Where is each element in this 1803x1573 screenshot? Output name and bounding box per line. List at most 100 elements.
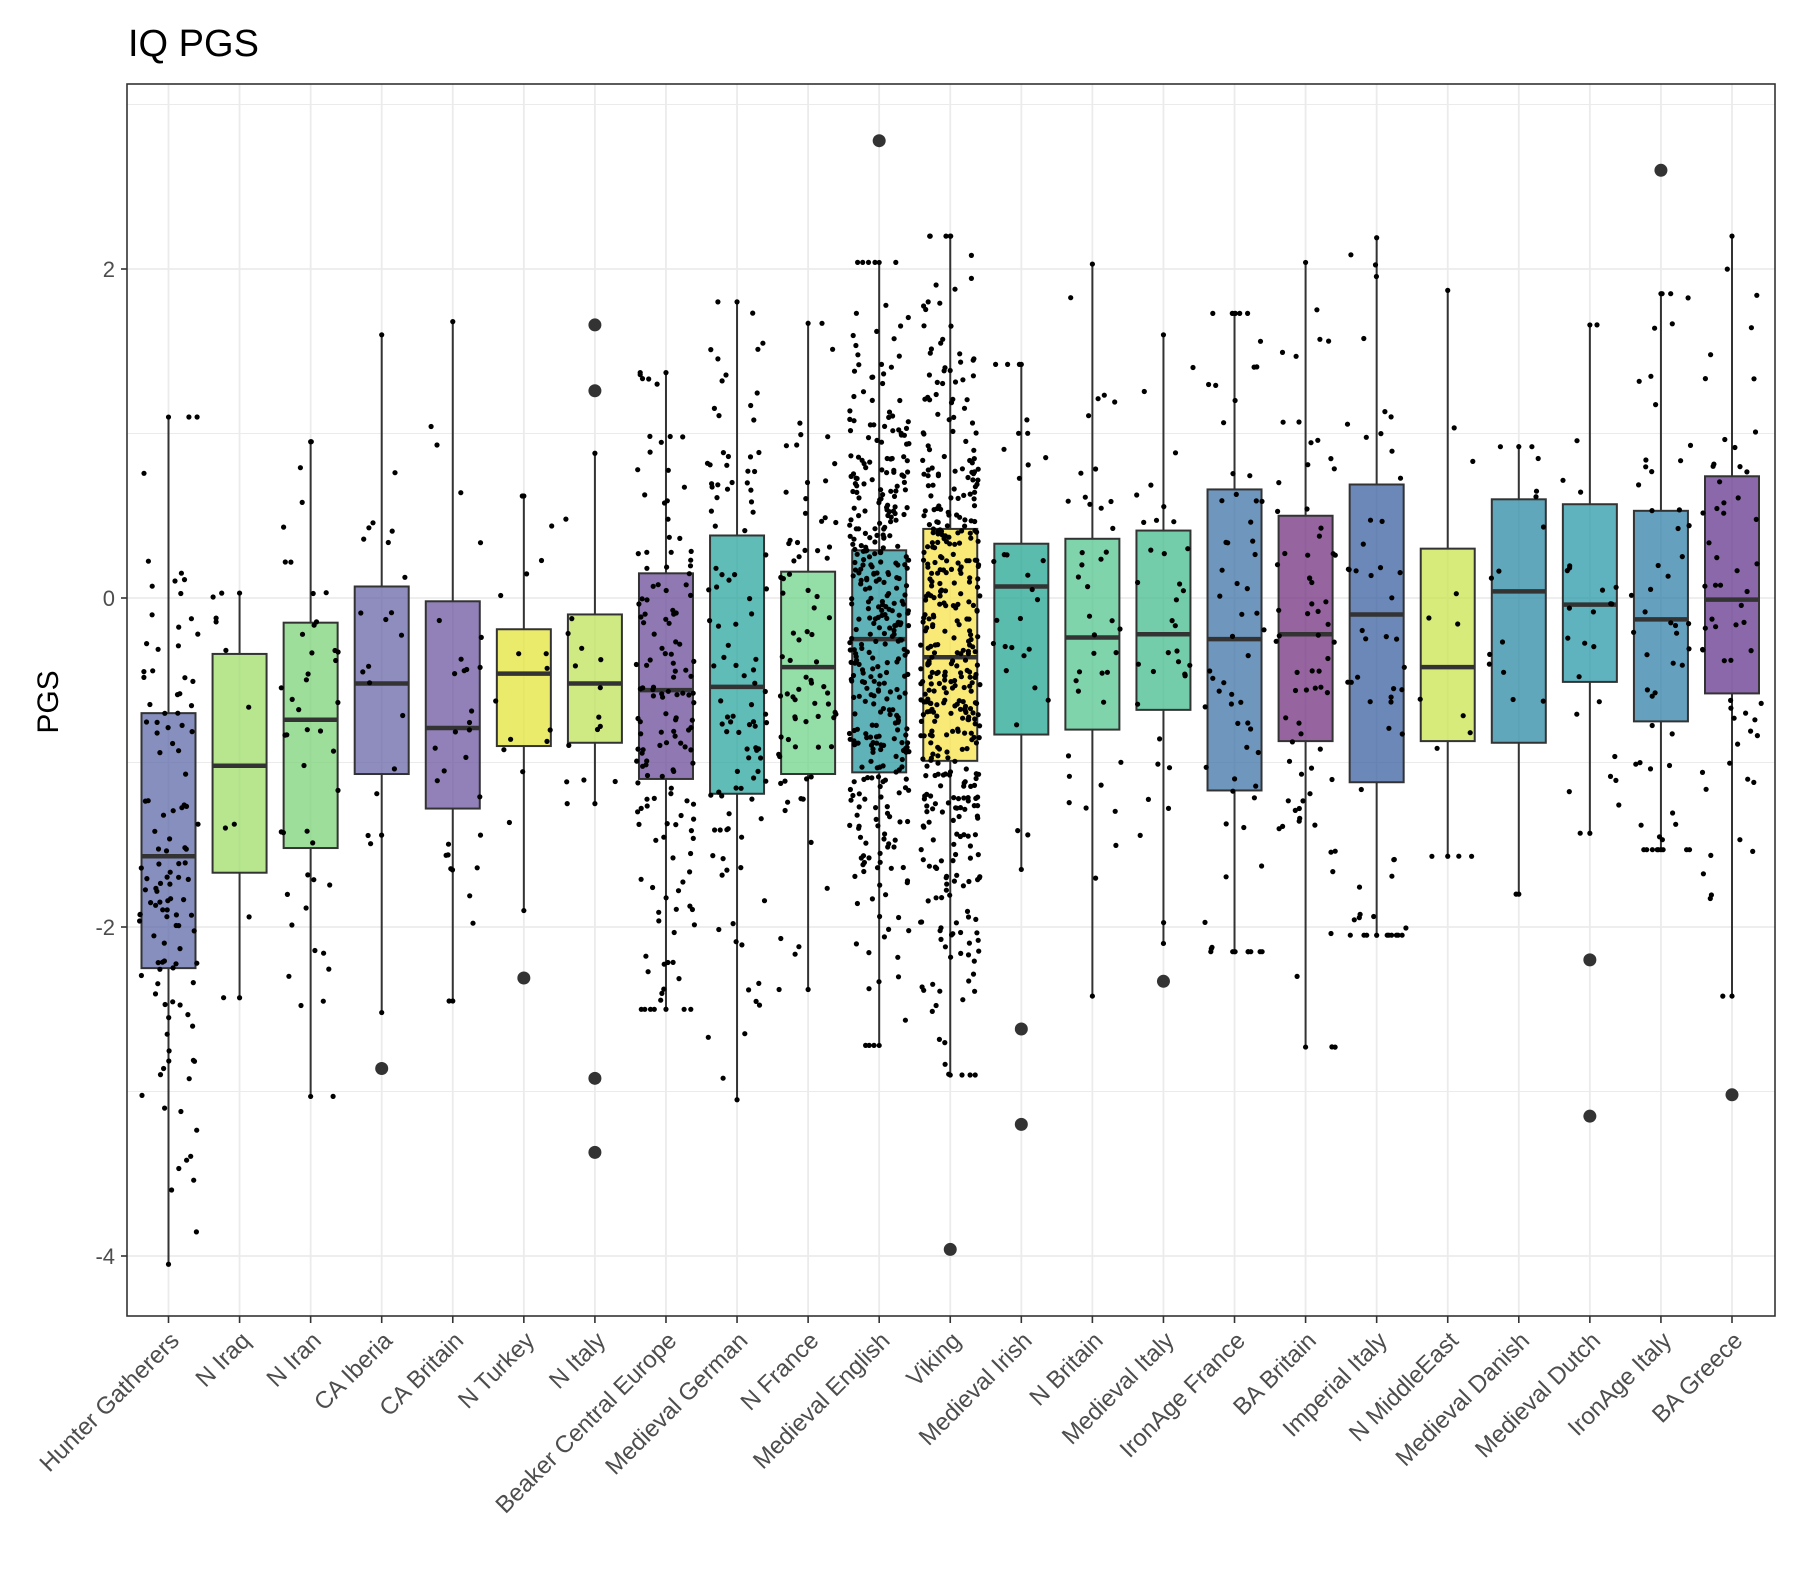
data-point	[1679, 662, 1685, 668]
data-point	[855, 259, 861, 265]
data-point	[847, 522, 853, 528]
data-point	[952, 683, 958, 689]
data-point	[189, 729, 195, 735]
data-point	[1307, 575, 1313, 581]
data-point	[635, 715, 641, 722]
data-point	[872, 259, 878, 265]
data-point	[1075, 688, 1081, 694]
data-point	[1237, 310, 1243, 316]
data-point	[904, 878, 911, 884]
data-point	[886, 707, 893, 713]
data-point	[850, 792, 856, 799]
data-point	[1486, 661, 1492, 667]
data-point	[895, 714, 901, 721]
data-point	[1276, 607, 1282, 613]
data-point	[1109, 618, 1115, 624]
data-point	[194, 414, 200, 420]
data-point	[1329, 776, 1335, 783]
data-point	[193, 1229, 199, 1235]
data-point	[903, 583, 910, 589]
data-point	[304, 828, 310, 834]
data-point	[866, 554, 873, 560]
data-point	[1241, 824, 1247, 831]
data-point	[1389, 595, 1395, 601]
data-point	[728, 719, 734, 725]
data-point	[1594, 322, 1600, 328]
chart-title: IQ PGS	[128, 23, 259, 65]
data-point	[881, 579, 887, 586]
data-point	[868, 595, 874, 601]
data-point	[779, 654, 785, 660]
data-point	[167, 869, 173, 875]
data-point	[924, 791, 930, 798]
data-point	[856, 526, 862, 532]
box-iqr	[211, 652, 268, 874]
data-point	[516, 651, 522, 657]
data-point	[1388, 414, 1394, 420]
data-point	[645, 969, 651, 975]
data-point	[951, 841, 957, 847]
data-point	[165, 1261, 172, 1267]
data-point	[1699, 769, 1706, 776]
data-point	[850, 573, 856, 579]
data-point	[1315, 608, 1321, 615]
data-point	[974, 930, 980, 936]
data-point	[1391, 857, 1397, 863]
data-point	[890, 508, 897, 514]
data-point	[1560, 477, 1566, 483]
data-point	[961, 492, 967, 498]
data-point	[1314, 307, 1320, 313]
data-point	[1018, 866, 1024, 873]
data-point	[974, 557, 980, 564]
data-point	[959, 746, 965, 752]
data-point	[756, 746, 762, 752]
data-point	[150, 668, 156, 674]
data-point	[246, 914, 252, 920]
data-point	[683, 582, 689, 588]
data-point	[805, 986, 811, 993]
data-point	[899, 472, 905, 478]
data-point	[667, 433, 673, 440]
data-point	[1325, 655, 1331, 662]
data-point	[1229, 691, 1235, 697]
data-point	[1248, 519, 1254, 525]
data-point	[862, 698, 868, 704]
data-point	[962, 657, 969, 663]
data-point	[296, 707, 302, 713]
data-point	[936, 1036, 943, 1042]
data-point	[1101, 699, 1107, 705]
data-point	[887, 689, 894, 695]
data-point	[847, 533, 853, 539]
data-point	[716, 926, 722, 933]
data-point	[785, 799, 791, 805]
data-point	[733, 621, 739, 627]
data-point	[864, 577, 870, 583]
data-point	[925, 467, 931, 473]
data-point	[651, 795, 657, 802]
data-point	[932, 801, 939, 807]
data-point	[190, 678, 196, 685]
data-point	[870, 666, 876, 672]
data-point	[848, 517, 854, 523]
data-point	[942, 628, 948, 634]
data-point	[165, 898, 171, 904]
data-point	[1591, 644, 1597, 650]
data-point	[921, 796, 928, 802]
data-point	[858, 855, 864, 861]
data-point	[957, 706, 964, 712]
data-point	[904, 649, 910, 655]
data-point	[668, 549, 674, 555]
data-point	[1652, 690, 1658, 696]
data-point	[863, 465, 869, 471]
data-point	[897, 397, 903, 404]
data-point	[953, 920, 960, 926]
data-point	[943, 603, 949, 609]
data-point	[1309, 601, 1315, 607]
data-point	[870, 655, 876, 661]
data-point	[1727, 760, 1733, 766]
data-point	[893, 488, 899, 494]
box-n-iran	[282, 441, 339, 1097]
data-point	[878, 439, 885, 445]
data-point	[951, 635, 957, 641]
data-point	[1348, 679, 1354, 685]
